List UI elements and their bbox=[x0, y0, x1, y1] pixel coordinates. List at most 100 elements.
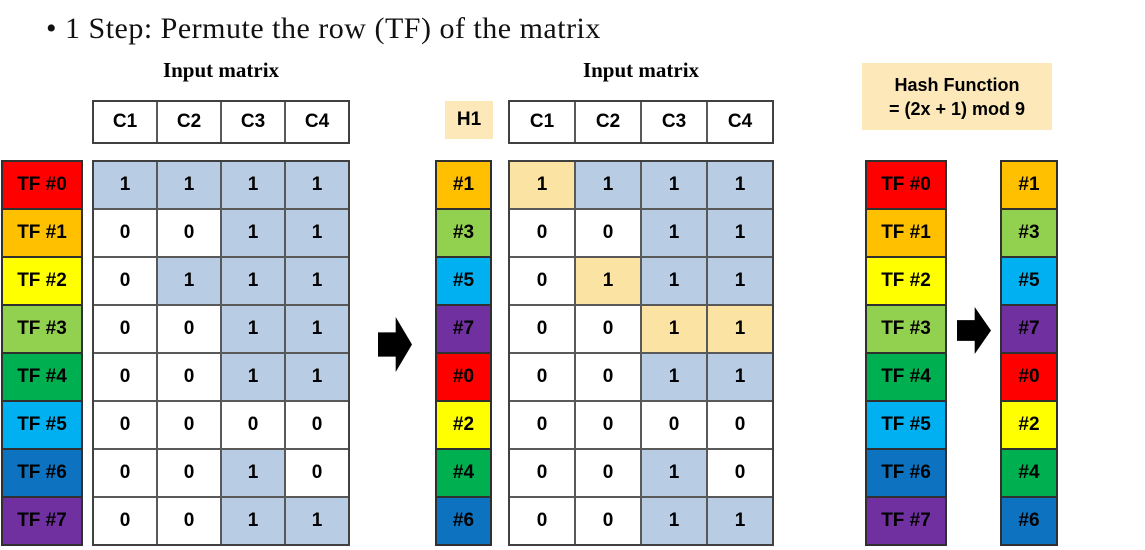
h1-header-cell: H1 bbox=[445, 101, 493, 139]
matrix-cell: 0 bbox=[510, 258, 574, 304]
matrix-cell: 0 bbox=[510, 354, 574, 400]
matrix-cell: 0 bbox=[158, 306, 220, 352]
column-header-cell: C3 bbox=[642, 102, 706, 142]
matrix-cell: 0 bbox=[94, 258, 156, 304]
row-label-cell: TF #7 bbox=[3, 498, 81, 544]
row-label-cell: TF #0 bbox=[3, 162, 81, 208]
matrix-cell: 1 bbox=[708, 354, 772, 400]
matrix-cell: 0 bbox=[94, 402, 156, 448]
column-header-cell: C1 bbox=[510, 102, 574, 142]
matrix-cell: 1 bbox=[642, 498, 706, 544]
column-header-cell: C3 bbox=[222, 102, 284, 142]
matrix-cell: 1 bbox=[222, 210, 284, 256]
matrix-cell: 1 bbox=[642, 354, 706, 400]
hash-function-line2: = (2x + 1) mod 9 bbox=[888, 98, 1026, 119]
matrix-cell: 0 bbox=[94, 354, 156, 400]
matrix-cell: 1 bbox=[286, 210, 348, 256]
matrix-cell: 0 bbox=[158, 354, 220, 400]
row-label-cell: TF #5 bbox=[867, 402, 945, 448]
row-label-cell: TF #1 bbox=[867, 210, 945, 256]
matrix-cell: 0 bbox=[222, 402, 284, 448]
row-label-cell: #1 bbox=[437, 162, 490, 208]
right-hash-label-column: #1 #3 #5 #7 #0 #2 #4 #6 bbox=[1000, 160, 1058, 546]
matrix-cell: 1 bbox=[708, 498, 772, 544]
row-label-cell: #3 bbox=[1002, 210, 1056, 256]
input-matrix-caption-left: Input matrix bbox=[162, 58, 280, 82]
matrix-cell: 0 bbox=[158, 498, 220, 544]
matrix-cell: 1 bbox=[222, 450, 284, 496]
page-title: • 1 Step: Permute the row (TF) of the ma… bbox=[46, 12, 601, 45]
matrix-cell: 1 bbox=[286, 162, 348, 208]
middle-hash-label-column: #1 #3 #5 #7 #0 #2 #4 #6 bbox=[435, 160, 492, 546]
row-label-cell: #3 bbox=[437, 210, 490, 256]
row-label-cell: TF #3 bbox=[3, 306, 81, 352]
matrix-cell: 0 bbox=[510, 450, 574, 496]
matrix-cell: 1 bbox=[286, 258, 348, 304]
matrix-cell: 0 bbox=[94, 306, 156, 352]
matrix-cell: 0 bbox=[708, 402, 772, 448]
hash-function-box: Hash Function = (2x + 1) mod 9 bbox=[862, 63, 1052, 130]
row-label-cell: TF #2 bbox=[867, 258, 945, 304]
row-label-cell: #2 bbox=[437, 402, 490, 448]
row-label-cell: #1 bbox=[1002, 162, 1056, 208]
matrix-cell: 0 bbox=[510, 402, 574, 448]
right-block-arrow-icon bbox=[957, 307, 991, 354]
matrix-cell: 1 bbox=[576, 258, 640, 304]
matrix-cell: 0 bbox=[94, 498, 156, 544]
matrix-cell: 1 bbox=[642, 450, 706, 496]
matrix-cell: 1 bbox=[286, 498, 348, 544]
matrix-cell: 0 bbox=[286, 402, 348, 448]
row-label-cell: #0 bbox=[437, 354, 490, 400]
matrix-cell: 1 bbox=[286, 306, 348, 352]
matrix-cell: 1 bbox=[158, 162, 220, 208]
column-header-cell: C4 bbox=[708, 102, 772, 142]
column-header-cell: C4 bbox=[286, 102, 348, 142]
matrix-cell: 0 bbox=[576, 306, 640, 352]
row-label-cell: TF #5 bbox=[3, 402, 81, 448]
row-label-cell: #7 bbox=[1002, 306, 1056, 352]
matrix-cell: 0 bbox=[158, 402, 220, 448]
row-label-cell: #4 bbox=[437, 450, 490, 496]
matrix-cell: 0 bbox=[286, 450, 348, 496]
matrix-cell: 1 bbox=[708, 162, 772, 208]
row-label-cell: #0 bbox=[1002, 354, 1056, 400]
matrix-cell: 1 bbox=[222, 498, 284, 544]
matrix-cell: 0 bbox=[576, 402, 640, 448]
row-label-cell: TF #0 bbox=[867, 162, 945, 208]
matrix-cell: 1 bbox=[642, 258, 706, 304]
row-label-cell: TF #7 bbox=[867, 498, 945, 544]
matrix-cell: 1 bbox=[708, 306, 772, 352]
matrix-cell: 0 bbox=[576, 498, 640, 544]
row-label-cell: TF #6 bbox=[867, 450, 945, 496]
row-label-cell: #6 bbox=[1002, 498, 1056, 544]
left-tf-label-column: TF #0 TF #1 TF #2 TF #3 TF #4 TF #5 TF #6 TF #7 bbox=[1, 160, 83, 546]
matrix-cell: 0 bbox=[576, 210, 640, 256]
middle-column-header-row: C1 C2 C3 C4 bbox=[508, 100, 774, 144]
matrix-cell: 1 bbox=[158, 258, 220, 304]
matrix-cell: 1 bbox=[708, 258, 772, 304]
row-label-cell: TF #4 bbox=[867, 354, 945, 400]
column-header-cell: C2 bbox=[576, 102, 640, 142]
matrix-cell: 1 bbox=[642, 306, 706, 352]
matrix-cell: 1 bbox=[708, 210, 772, 256]
row-label-cell: #2 bbox=[1002, 402, 1056, 448]
row-label-cell: TF #1 bbox=[3, 210, 81, 256]
row-label-cell: TF #4 bbox=[3, 354, 81, 400]
row-label-cell: TF #2 bbox=[3, 258, 81, 304]
input-matrix-caption-middle: Input matrix bbox=[582, 58, 700, 82]
matrix-cell: 1 bbox=[286, 354, 348, 400]
column-header-cell: C1 bbox=[94, 102, 156, 142]
matrix-cell: 0 bbox=[642, 402, 706, 448]
right-block-arrow-icon bbox=[378, 317, 412, 372]
left-column-header-row: C1 C2 C3 C4 bbox=[92, 100, 350, 144]
matrix-cell: 1 bbox=[576, 162, 640, 208]
matrix-cell: 0 bbox=[158, 450, 220, 496]
matrix-cell: 1 bbox=[222, 162, 284, 208]
matrix-cell: 0 bbox=[158, 210, 220, 256]
column-header-cell: C2 bbox=[158, 102, 220, 142]
row-label-cell: #4 bbox=[1002, 450, 1056, 496]
matrix-cell: 1 bbox=[642, 210, 706, 256]
matrix-cell: 0 bbox=[576, 354, 640, 400]
